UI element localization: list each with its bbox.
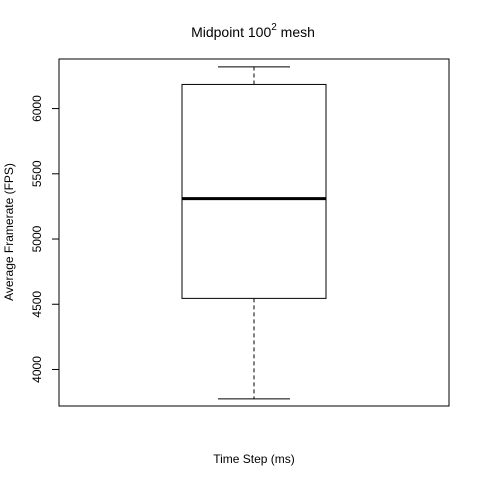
y-tick-label: 5000: [30, 225, 44, 252]
plot-frame: [58, 58, 450, 407]
y-tick-label: 4500: [30, 291, 44, 318]
y-tick-label: 6000: [30, 95, 44, 122]
y-axis: 4000 4500 5000 5500 6000: [30, 95, 59, 383]
box-plot: [181, 66, 327, 400]
y-tick-label: 4000: [30, 356, 44, 383]
chart-title: Midpoint 1002 mesh: [191, 22, 315, 40]
y-tick-label: 5500: [30, 160, 44, 187]
x-axis-label: Time Step (ms): [213, 452, 295, 466]
iqr-box: [181, 83, 327, 299]
y-axis-label: Average Framerate (FPS): [2, 163, 16, 301]
